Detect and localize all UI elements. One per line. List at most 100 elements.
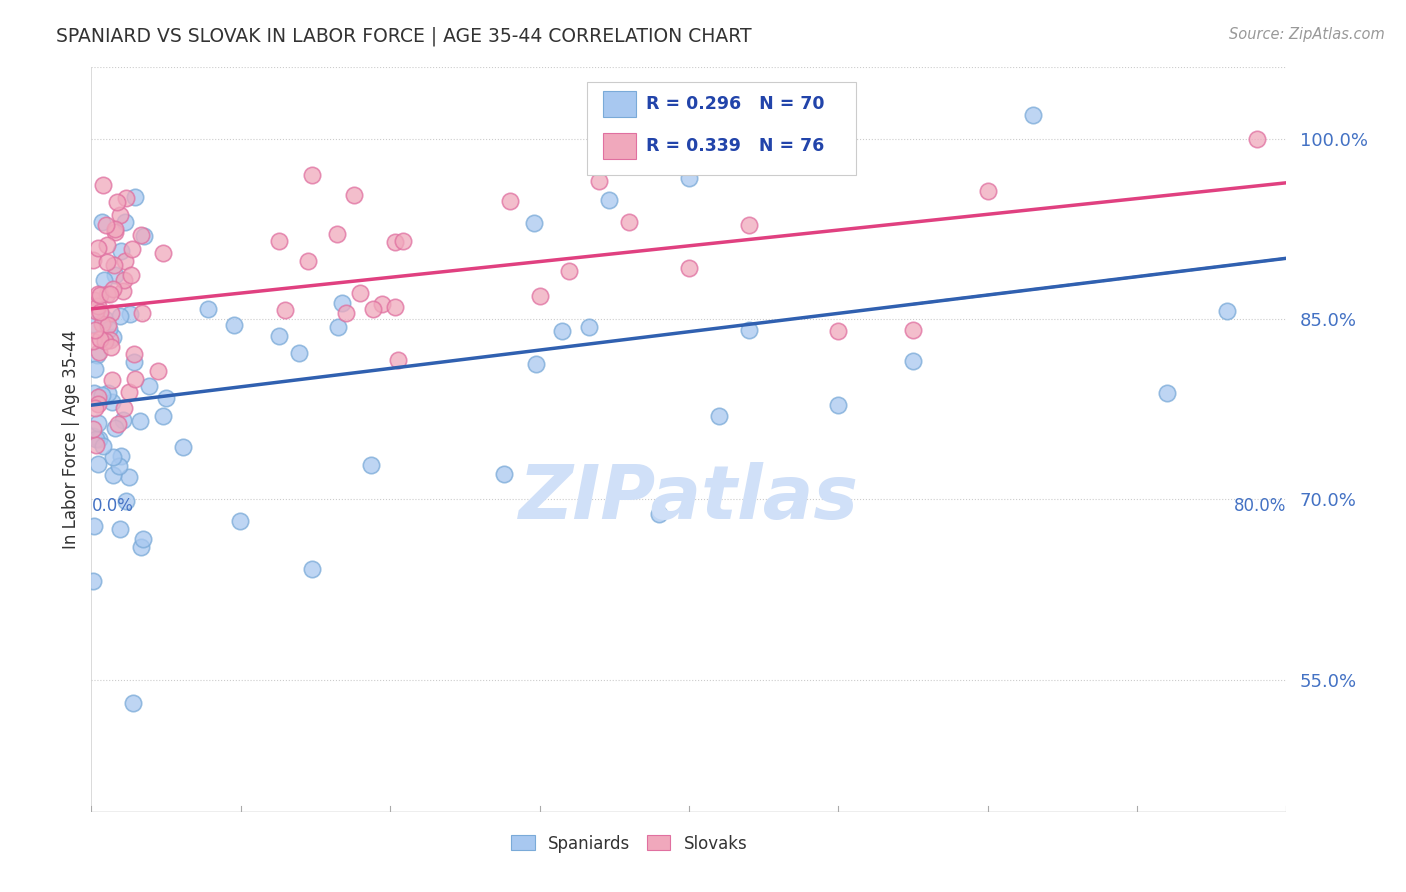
Point [392,234,415,248]
Point [82,318,104,332]
Point [384,235,406,250]
Point [976,184,998,198]
Point [111,284,134,298]
Point [114,215,136,229]
Y-axis label: In Labor Force | Age 35-44: In Labor Force | Age 35-44 [62,330,80,549]
Point [97,318,120,333]
Point [588,173,610,187]
Point [155,391,177,405]
Point [93,272,115,286]
Point [118,385,141,400]
Point [499,194,522,208]
Point [132,229,155,244]
Point [387,353,409,368]
Point [108,208,131,222]
Point [124,372,146,386]
Point [89,305,111,319]
Point [101,395,124,409]
Point [90,215,112,229]
Point [301,562,323,576]
Point [108,522,131,536]
Point [131,541,153,555]
Point [737,322,759,336]
Point [83,518,105,533]
Point [529,289,551,303]
Point [172,440,194,454]
Point [598,193,620,207]
Point [101,373,124,387]
Point [104,222,127,236]
Point [301,168,323,182]
Point [361,302,384,317]
Point [104,268,127,282]
Point [89,332,111,346]
Point [494,467,516,481]
Text: Source: ZipAtlas.com: Source: ZipAtlas.com [1229,27,1385,42]
Point [84,323,107,337]
Point [122,346,145,360]
Point [101,329,124,343]
Point [104,421,127,435]
Text: SPANIARD VS SLOVAK IN LABOR FORCE | AGE 35-44 CORRELATION CHART: SPANIARD VS SLOVAK IN LABOR FORCE | AGE … [56,27,752,46]
Point [370,297,392,311]
FancyBboxPatch shape [603,133,637,159]
Point [108,459,131,474]
Text: R = 0.339   N = 76: R = 0.339 N = 76 [645,136,824,155]
Point [82,429,104,443]
Point [98,333,121,347]
Point [120,268,142,282]
Text: ZIPatlas: ZIPatlas [519,462,859,535]
Point [335,306,357,320]
Point [94,334,117,348]
Point [197,302,219,317]
Point [343,187,366,202]
Point [523,216,546,230]
Point [619,215,641,229]
Text: R = 0.296   N = 70: R = 0.296 N = 70 [645,95,824,113]
Point [578,320,600,334]
Point [96,238,118,252]
Point [100,305,122,319]
Point [330,296,353,310]
Point [94,311,117,326]
Point [87,397,110,411]
Point [91,317,114,331]
Point [98,287,121,301]
Point [87,299,110,313]
Point [82,253,104,268]
Point [152,409,174,423]
Point [110,449,132,463]
Point [82,422,104,436]
Point [782,108,804,122]
Point [384,300,406,314]
Point [328,320,350,334]
Point [326,227,349,242]
Point [84,432,107,446]
Point [100,340,122,354]
Point [94,218,117,232]
Point [827,324,849,338]
Point [84,304,107,318]
Point [114,191,136,205]
Point [87,416,110,430]
Point [82,574,104,588]
Point [91,178,114,192]
Point [86,390,108,404]
Point [87,433,110,447]
Point [124,190,146,204]
Point [287,346,309,360]
Point [152,246,174,260]
Point [131,532,153,546]
Point [107,417,129,432]
Point [121,696,143,710]
Point [103,282,125,296]
Point [112,401,135,415]
Point [222,318,245,332]
Point [1246,132,1268,146]
Point [558,263,581,277]
Point [297,254,319,268]
Point [114,273,136,287]
Point [707,409,730,423]
Point [86,348,108,362]
Point [115,494,138,508]
